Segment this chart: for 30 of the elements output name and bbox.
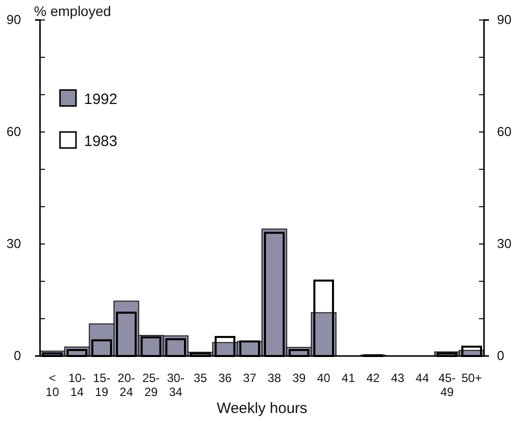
y-tick-label: 30 (6, 236, 21, 252)
x-tick-label: 45- 49 (438, 371, 456, 399)
y-tick-label: 90 (6, 12, 21, 28)
y-axis-title: % employed (34, 3, 112, 19)
y2-tick-label: 90 (497, 12, 512, 28)
x-tick-label: < 10 (46, 371, 60, 399)
x-tick-label: 41 (342, 371, 356, 385)
x-tick-label: 43 (390, 371, 405, 385)
y2-tick-label: 60 (497, 124, 512, 140)
x-tick-label: 10- 14 (68, 371, 86, 399)
x-tick-label: 42 (366, 371, 380, 385)
x-tick-label: 37 (242, 371, 257, 385)
x-tick-label: 20- 24 (118, 371, 136, 399)
legend-label: 1992 (84, 91, 118, 108)
legend-label: 1983 (84, 133, 118, 150)
y2-tick-label: 0 (497, 348, 504, 364)
x-tick-label: 40 (316, 371, 331, 385)
x-axis-title: Weekly hours (216, 400, 308, 417)
x-tick-label: 25- 29 (142, 371, 160, 399)
x-tick-label: 30- 34 (166, 371, 184, 399)
y-tick-label: 60 (6, 124, 21, 140)
x-tick-label: 50+ (461, 371, 482, 385)
x-tick-label: 39 (292, 371, 306, 385)
x-tick-label: 15- 19 (92, 371, 110, 399)
y-tick-label: 0 (14, 348, 21, 364)
y2-tick-label: 30 (497, 236, 512, 252)
x-tick-label: 44 (416, 371, 430, 385)
x-tick-label: 36 (218, 371, 232, 385)
x-tick-label: 38 (268, 371, 282, 385)
x-tick-label: 35 (194, 371, 208, 385)
